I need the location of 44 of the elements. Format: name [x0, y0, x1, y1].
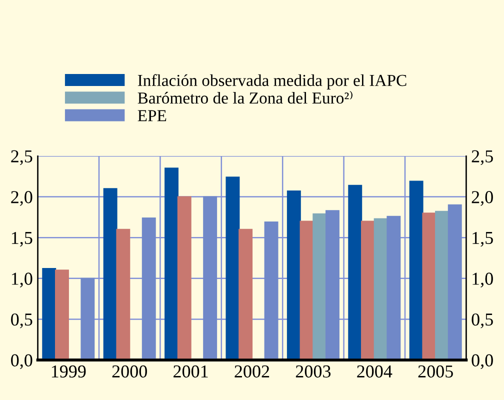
legend-label: Barómetro de la Zona del Euro²⁾: [138, 90, 352, 104]
y-tick-label: 0,5: [11, 313, 32, 328]
legend-label: Inflación observada medida por el IAPC: [138, 74, 406, 90]
y-tick-label: 1,0: [12, 272, 32, 288]
x-tick-label: 2002: [234, 365, 270, 378]
bar: [80, 278, 95, 360]
bar: [435, 210, 450, 360]
y2-tick-label: 2,0: [472, 191, 493, 206]
y-tick-label: 1,5: [12, 232, 32, 247]
y2-tick-label: 0,0: [472, 354, 493, 370]
bar: [286, 190, 301, 360]
bar: [422, 212, 436, 360]
bar: [448, 204, 462, 360]
x-tick-label: 1999: [52, 365, 86, 378]
bar: [103, 188, 118, 360]
y-tick-label: 2,0: [11, 191, 32, 206]
bar: [264, 222, 278, 360]
bar: [42, 268, 56, 360]
bar: [409, 180, 424, 360]
bar: [226, 176, 240, 360]
bar: [164, 168, 179, 360]
y2-tick-label: 0,5: [472, 313, 493, 328]
y2-tick-label: 1,0: [472, 272, 493, 288]
bar: [360, 220, 375, 360]
x-tick-label: 2004: [357, 365, 392, 378]
bar: [142, 217, 156, 360]
x-tick-label: 2001: [174, 365, 208, 378]
x-tick-label: 2003: [296, 365, 331, 378]
y-tick-label: 0,0: [11, 354, 32, 370]
x-tick-label: 2000: [112, 365, 147, 378]
bar: [386, 216, 401, 360]
bar: [312, 213, 327, 360]
bar: [177, 196, 192, 360]
bar: [238, 228, 253, 360]
y2-tick-label: 2,5: [472, 150, 493, 166]
y-tick-label: 2,5: [11, 150, 32, 166]
x-tick-label: 2005: [418, 365, 453, 378]
y2-tick-label: 1,5: [472, 232, 493, 247]
bar: [325, 210, 340, 360]
bar: [116, 228, 130, 360]
bar: [203, 196, 218, 360]
bar: [348, 184, 362, 360]
bar: [54, 270, 69, 360]
legend-label: EPE: [138, 110, 166, 122]
